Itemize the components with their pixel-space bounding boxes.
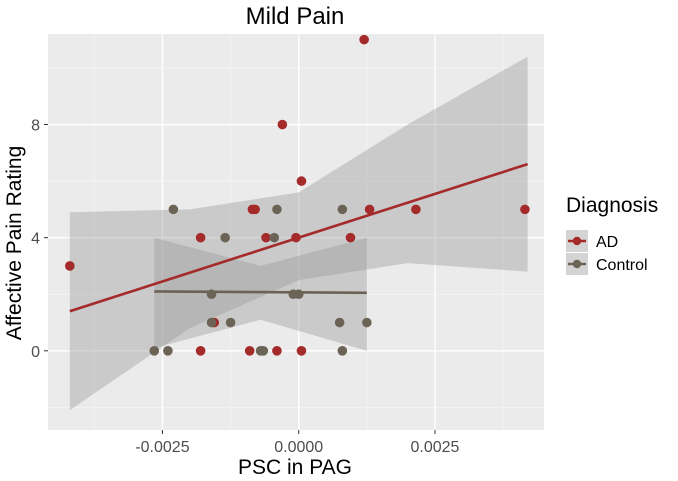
plot-panel	[48, 34, 544, 430]
major-gridlines	[48, 34, 544, 430]
data-point-control	[168, 204, 179, 215]
data-point-control	[272, 204, 282, 215]
data-point-control	[293, 289, 304, 300]
data-point-control	[220, 232, 230, 243]
data-point-control	[337, 346, 348, 356]
y-axis-title: Affective Pain Rating	[3, 146, 26, 341]
data-point-ad	[277, 119, 288, 130]
x-tick-label: 0.0000	[274, 439, 323, 456]
confidence-band-ad	[69, 56, 528, 411]
data-point-control	[362, 317, 372, 328]
data-point-control	[337, 204, 348, 215]
data-point-control	[258, 346, 269, 356]
x-axis-title: PSC in PAG	[238, 456, 352, 479]
data-point-ad	[291, 232, 301, 243]
data-point-ad	[195, 346, 206, 356]
data-point-ad	[65, 261, 75, 271]
x-tick-label: -0.0025	[135, 439, 189, 456]
x-tick-label: 0.0025	[411, 439, 460, 456]
legend-key-point	[572, 236, 582, 246]
data-point-ad	[261, 232, 271, 243]
y-tick-label: 4	[31, 231, 40, 248]
data-point-control	[163, 346, 173, 356]
regression-line-control	[154, 290, 367, 295]
data-point-ad	[272, 346, 282, 356]
legend-label-control: Control	[596, 257, 648, 274]
data-point-control	[269, 232, 279, 243]
data-point-control	[206, 317, 217, 328]
data-point-control	[225, 317, 236, 328]
axis-ticks: -0.0025 0.0000 0.0025 0 4 8	[31, 118, 459, 456]
data-point-ad	[364, 204, 375, 215]
y-tick-label: 8	[31, 118, 40, 135]
legend-key-point	[572, 259, 582, 269]
legend-title: Diagnosis	[566, 194, 658, 217]
data-point-ad	[411, 204, 421, 215]
data-point-control	[334, 317, 345, 328]
y-tick-label: 0	[31, 344, 40, 361]
chart-title: Mild Pain	[246, 3, 345, 30]
data-point-ad	[359, 34, 369, 45]
data-point-control	[149, 346, 160, 356]
data-points	[65, 34, 530, 356]
legend: Diagnosis AD Control	[566, 194, 658, 275]
legend-label-ad: AD	[596, 234, 618, 251]
data-point-ad	[296, 176, 307, 186]
data-point-ad	[296, 346, 307, 356]
data-point-control	[206, 289, 217, 300]
data-point-ad	[244, 346, 255, 356]
data-point-ad	[345, 232, 356, 243]
data-point-ad	[250, 204, 260, 215]
data-point-ad	[520, 204, 530, 215]
data-point-ad	[195, 232, 206, 243]
